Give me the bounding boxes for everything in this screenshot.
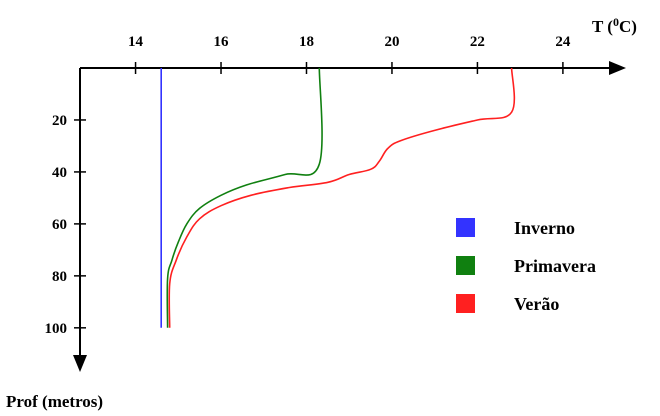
legend: Inverno Primavera Verão bbox=[456, 218, 596, 314]
y-tick-label-40: 40 bbox=[52, 165, 67, 181]
legend-swatch-3 bbox=[456, 294, 475, 313]
x-tick-label-24: 24 bbox=[555, 34, 571, 50]
series-line-3 bbox=[168, 67, 516, 328]
y-tick-label-80: 80 bbox=[52, 269, 67, 285]
legend-label-3: Verão bbox=[514, 294, 559, 314]
axes bbox=[73, 61, 626, 372]
legend-swatch-2 bbox=[456, 256, 475, 275]
legend-label-1: Inverno bbox=[514, 218, 575, 238]
y-tick-label-20: 20 bbox=[52, 113, 67, 129]
y-tick-label-100: 100 bbox=[45, 321, 68, 337]
x-ticks: 14 16 18 20 22 24 bbox=[128, 34, 571, 74]
x-tick-label-18: 18 bbox=[299, 34, 314, 50]
legend-swatch-1 bbox=[456, 218, 475, 237]
x-tick-label-20: 20 bbox=[384, 34, 399, 50]
x-axis-title-superscript: 0 bbox=[613, 15, 619, 29]
y-axis-arrow bbox=[73, 355, 87, 372]
series-line-2 bbox=[166, 67, 323, 328]
x-axis-title: T (0C) bbox=[592, 15, 637, 36]
legend-label-2: Primavera bbox=[514, 256, 596, 276]
x-tick-label-14: 14 bbox=[128, 34, 144, 50]
x-tick-label-16: 16 bbox=[214, 34, 230, 50]
y-ticks: 20 40 60 80 100 bbox=[45, 113, 86, 337]
series-layer bbox=[160, 67, 516, 328]
x-tick-label-22: 22 bbox=[470, 34, 485, 50]
y-tick-label-60: 60 bbox=[52, 217, 67, 233]
x-axis-arrow bbox=[609, 61, 626, 75]
y-axis-title: Prof (metros) bbox=[6, 392, 103, 411]
